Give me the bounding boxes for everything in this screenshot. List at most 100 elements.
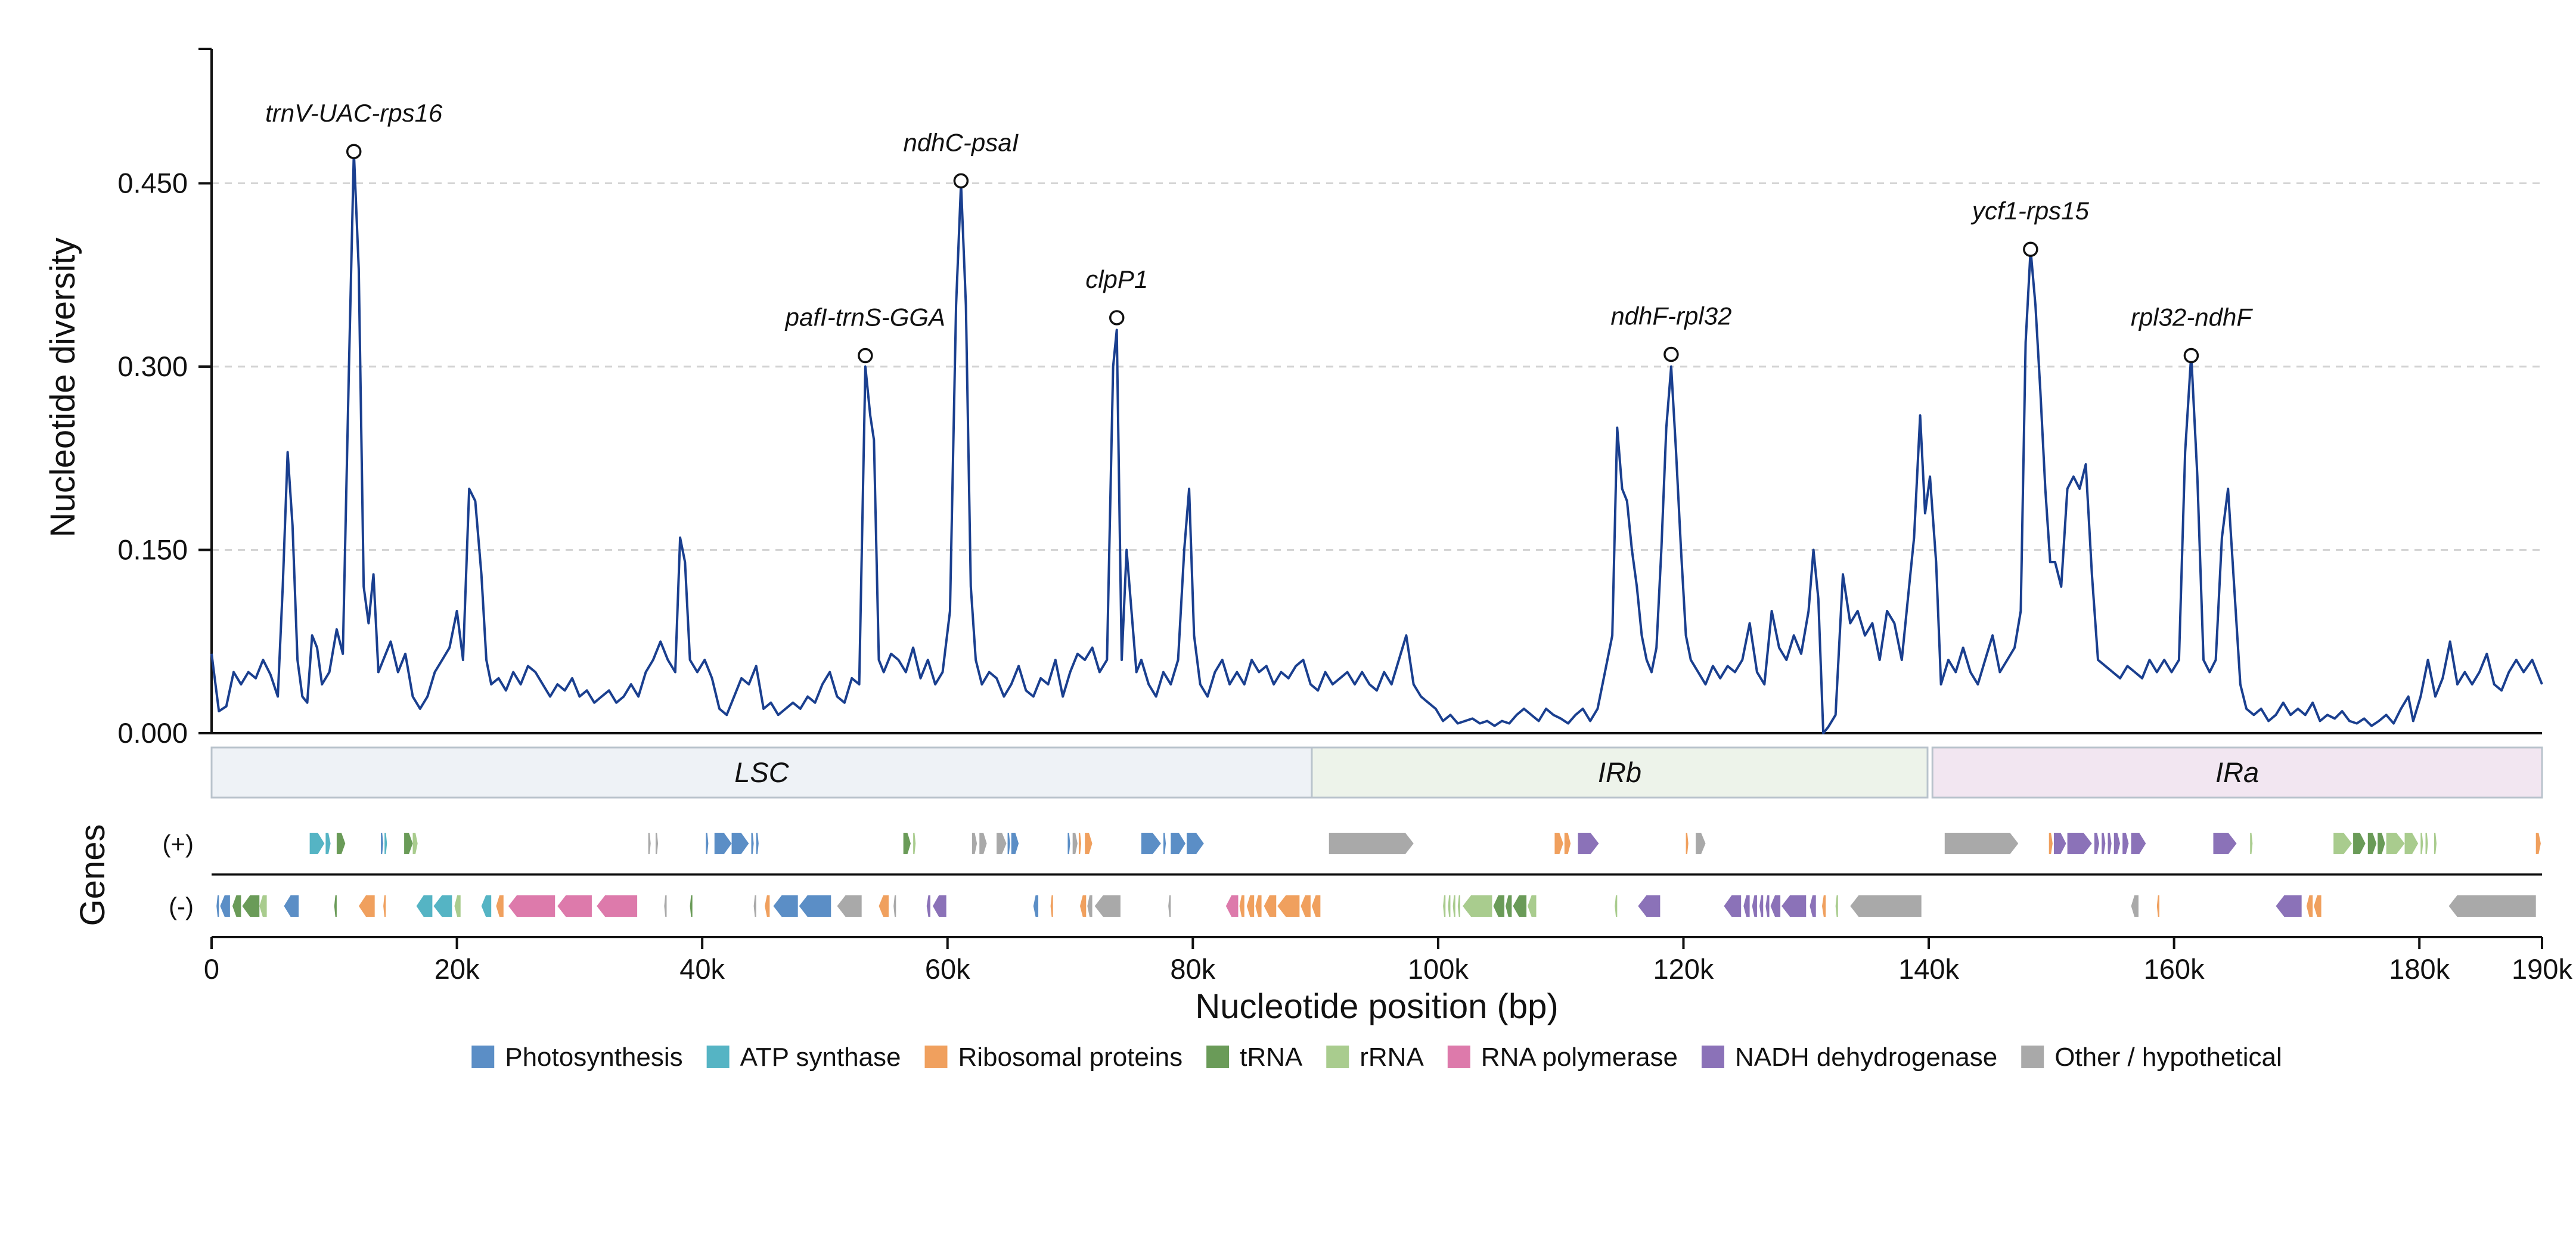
gene-minus [2276,895,2302,917]
gene-minus [557,895,592,917]
gene-plus [2094,833,2100,854]
gene-plus [2386,833,2405,854]
gene-minus [454,895,461,917]
gene-minus [2156,895,2159,917]
x-tick-label: 20k [434,953,480,985]
gene-minus [2306,895,2313,917]
gene-minus [1615,895,1618,917]
gene-plus [2067,833,2092,854]
gene-minus [1810,895,1816,917]
gene-plus [2420,833,2423,854]
gene-minus [1246,895,1255,917]
peak-label: ndhC-psaI [903,128,1019,156]
gene-minus [1759,895,1764,917]
gene-plus [2122,833,2129,854]
gene-plus [1011,833,1019,854]
gene-minus [416,895,433,917]
legend-label-other-hypothetical: Other / hypothetical [2054,1043,2282,1072]
gene-plus [412,833,418,854]
gene-minus [799,895,831,917]
gene-minus [508,895,555,917]
genes-axis-title: Genes [73,824,112,926]
gene-minus [1264,895,1277,917]
gene-plus [714,833,732,854]
gene-minus [2131,895,2139,917]
gene-minus [232,895,241,917]
gene-minus [1724,895,1742,917]
peak-marker [2183,348,2199,364]
gene-plus [325,833,331,854]
gene-plus [2378,833,2385,854]
gene-minus [1311,895,1321,917]
y-tick-label: 0.000 [117,717,188,749]
gene-plus [979,833,987,854]
gene-minus [1493,895,1505,917]
gene-minus [1506,895,1512,917]
peak-annotations: trnV-UAC-rps16 ndhC-psaI pafI-trnS-GGA clpP… [265,99,2253,364]
gene-plus [2213,833,2237,854]
peak-label: trnV-UAC-rps16 [265,99,443,127]
gene-minus [926,895,930,917]
genome-regions: LSC IRb IRa [210,746,2543,799]
gene-plus [1171,833,1185,854]
gene-plus [2434,833,2437,854]
legend-label-rrna: rRNA [1360,1043,1424,1072]
legend-swatch-photosynthesis [471,1046,495,1068]
gene-minus [1239,895,1244,917]
gene-minus [664,895,667,917]
gene-plus [2404,833,2419,854]
legend-label-ribosomal-proteins: Ribosomal proteins [958,1043,1183,1072]
gene-minus [1255,895,1262,917]
grid-lines [212,182,2542,551]
gene-minus [383,895,386,917]
peak-label: ycf1-rps15 [1970,197,2090,225]
gene-plus [1578,833,1599,854]
gene-minus [2314,895,2321,917]
gene-minus [1770,895,1781,917]
gene-minus [1850,895,1922,917]
strand-label-plus: (+) [163,830,194,858]
gene-minus [1168,895,1171,917]
gene-minus [893,895,896,917]
x-tick-label: 180k [2389,953,2450,985]
legend-swatch-rna-polymerase [1447,1046,1470,1068]
gene-minus [334,895,337,917]
gene-plus [1163,833,1166,854]
region-band-irb [1311,746,1929,799]
x-tick-label: 120k [1653,953,1714,985]
gene-plus [2053,833,2066,854]
gene-plus [1187,833,1204,854]
gene-plus [2113,833,2121,854]
legend-label-rna-polymerase: RNA polymerase [1481,1043,1678,1072]
region-label-lsc: LSC [734,756,789,788]
gene-minus [879,895,889,917]
strand-label-minus: (-) [169,892,194,920]
gene-plus [1085,833,1093,854]
gene-plus [2250,833,2253,854]
gene-minus [1033,895,1039,917]
gene-minus [358,895,375,917]
gene-tracks [212,833,2542,917]
gene-plus [1072,833,1078,854]
gene-plus [913,833,916,854]
peak-marker [1663,346,1679,362]
peak-marker [1109,310,1125,325]
gene-plus [1944,833,2019,854]
gene-minus [2448,895,2536,917]
gene-minus [765,895,770,917]
region-label-irb: IRb [1598,756,1641,788]
gene-plus [2425,833,2428,854]
x-axis-title: Nucleotide position (bp) [1195,987,1558,1026]
legend-swatch-atp-synthase [706,1046,730,1068]
gene-minus [1087,895,1093,917]
gene-plus [1067,833,1070,854]
y-tick-label: 0.300 [117,351,188,382]
gene-plus [1564,833,1571,854]
x-tick-label: 80k [1170,953,1215,985]
gene-plus [648,833,651,854]
gene-minus [284,895,299,917]
legend-swatch-other-hypothetical [2021,1046,2044,1068]
gene-plus [1554,833,1563,854]
legend-swatch-trna [1206,1046,1230,1068]
legend: Photosynthesis ATP synthase Ribosomal prot… [471,1043,2282,1072]
